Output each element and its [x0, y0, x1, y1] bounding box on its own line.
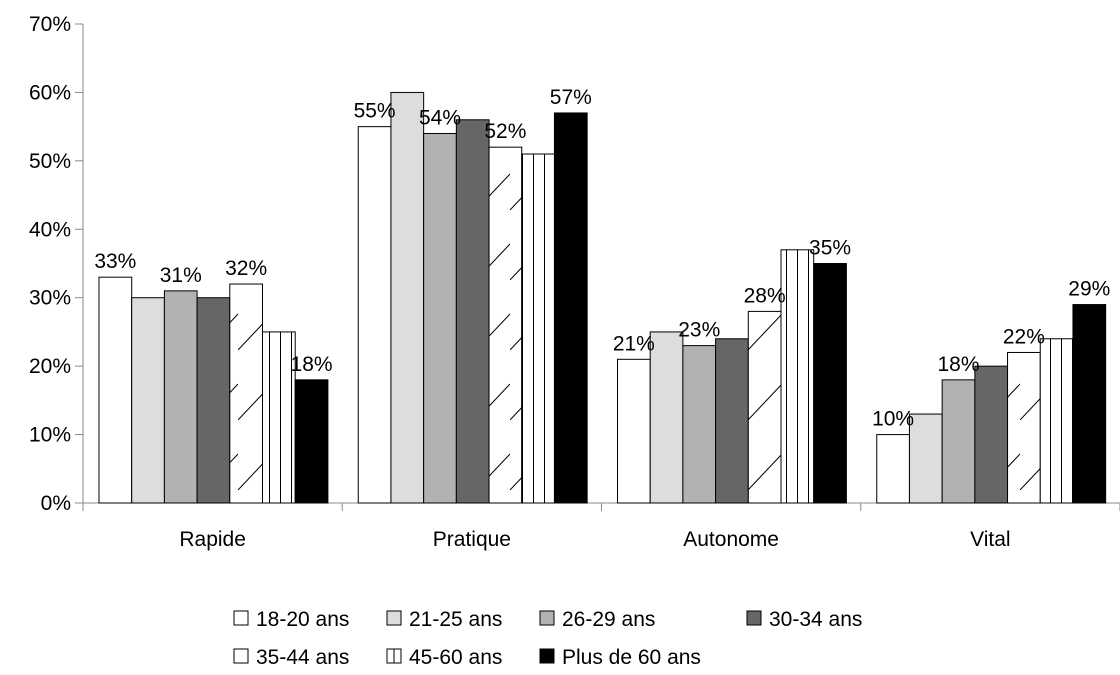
- legend-swatch: [233, 610, 249, 626]
- axes: 0% 10% 20% 30% 40% 50% 60% 70% Rapide Pratique Aut…: [29, 13, 1120, 551]
- bar: [682, 345, 717, 504]
- y-tick-label: 70%: [29, 13, 71, 36]
- bar: [98, 276, 133, 504]
- data-label: 33%: [94, 250, 136, 273]
- legend-swatch: [233, 648, 249, 664]
- bar: [553, 112, 588, 504]
- data-label: 28%: [744, 284, 786, 307]
- bar: [617, 358, 651, 504]
- legend-label: 35-44 ans: [256, 646, 349, 669]
- data-label: 32%: [225, 257, 267, 280]
- legend-label: 26-29 ans: [562, 608, 655, 631]
- category-label: Pratique: [433, 528, 511, 551]
- legend-swatch: [746, 610, 762, 626]
- data-labels: 33% 31% 32% 18% 55% 54% 52% 57% 21% 23% 28% 35% 10% 1…: [94, 86, 1110, 431]
- legend: 18-20 ans 21-25 ans 26-29 ans 30-34 ans 35-4…: [233, 608, 862, 669]
- bar: [196, 297, 231, 504]
- data-label: 31%: [160, 264, 202, 287]
- category-label: Rapide: [179, 528, 246, 551]
- legend-swatch: [539, 610, 555, 626]
- y-tick-label: 10%: [29, 424, 71, 447]
- bar: [1072, 304, 1107, 504]
- bar: [262, 331, 296, 504]
- data-label: 57%: [550, 86, 592, 109]
- bar: [908, 413, 943, 504]
- bar: [229, 283, 264, 504]
- data-label: 52%: [484, 120, 526, 143]
- bar: [974, 365, 1009, 504]
- category-label: Vital: [970, 528, 1010, 551]
- bar: [715, 338, 749, 504]
- legend-label: Plus de 60 ans: [562, 646, 701, 669]
- bar: [1007, 351, 1041, 504]
- data-label: 18%: [291, 353, 333, 376]
- y-tick-label: 30%: [29, 287, 71, 310]
- bar: [423, 132, 457, 504]
- y-tick-label: 40%: [29, 218, 71, 241]
- data-label: 21%: [613, 332, 655, 355]
- bar: [357, 126, 392, 504]
- y-tick-label: 60%: [29, 81, 71, 104]
- bar: [649, 331, 684, 504]
- data-label: 23%: [678, 319, 720, 342]
- bar: [780, 249, 815, 504]
- data-label: 29%: [1068, 278, 1110, 301]
- category-label: Autonome: [683, 528, 779, 551]
- y-tick-label: 20%: [29, 355, 71, 378]
- bar: [1039, 338, 1074, 504]
- bar: [747, 310, 782, 504]
- data-label: 54%: [419, 106, 461, 129]
- bar: [390, 91, 425, 504]
- data-label: 55%: [354, 100, 396, 123]
- y-tick-label: 0%: [41, 492, 71, 515]
- data-label: 22%: [1003, 325, 1045, 348]
- data-label: 10%: [872, 408, 914, 431]
- y-tick-label: 50%: [29, 150, 71, 173]
- legend-label: 21-25 ans: [409, 608, 502, 631]
- bar: [455, 119, 490, 504]
- bar: [521, 153, 555, 504]
- legend-label: 18-20 ans: [256, 608, 349, 631]
- legend-swatch: [539, 648, 555, 664]
- bar: [941, 379, 976, 504]
- bar: [294, 379, 329, 504]
- bar: [488, 146, 523, 504]
- legend-label: 30-34 ans: [769, 608, 862, 631]
- bar: [131, 297, 165, 504]
- data-label: 35%: [809, 237, 851, 260]
- bars: [98, 91, 1107, 504]
- bar: [163, 290, 198, 504]
- legend-label: 45-60 ans: [409, 646, 502, 669]
- bar: [876, 434, 910, 504]
- bar: [813, 263, 847, 504]
- data-label: 18%: [937, 353, 979, 376]
- legend-swatch: [386, 610, 402, 626]
